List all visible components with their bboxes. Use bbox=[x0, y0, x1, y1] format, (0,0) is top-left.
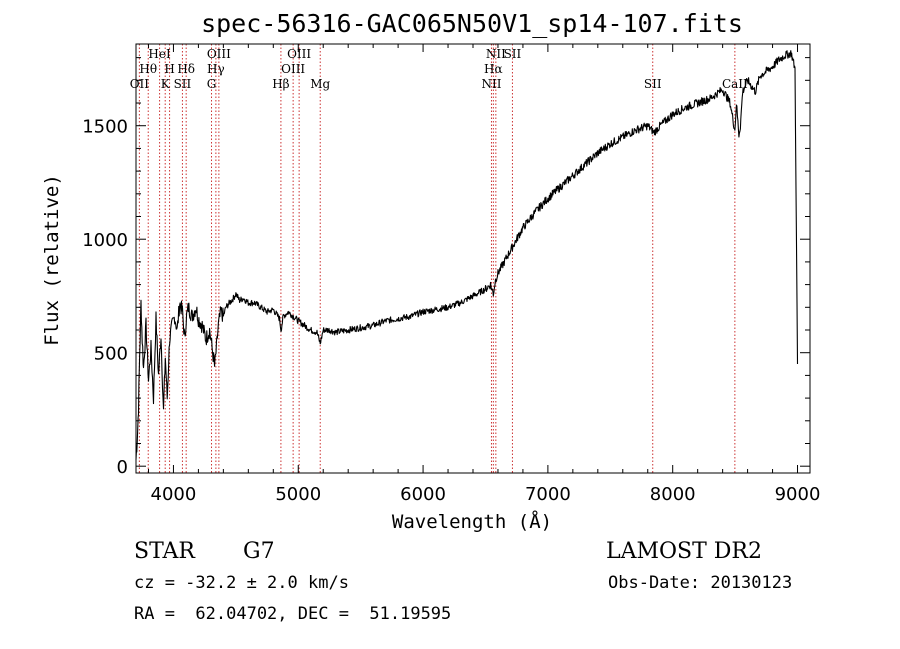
observation-date: Obs-Date: 20130123 bbox=[608, 573, 793, 593]
spectral-line-label: OIII bbox=[281, 62, 305, 76]
spectral-line-label: OII bbox=[130, 77, 150, 91]
spectral-subclass: G7 bbox=[243, 539, 275, 564]
spectral-line-markers bbox=[138, 44, 736, 473]
x-axis-label: Wavelength (Å) bbox=[392, 510, 552, 533]
plot-frame bbox=[135, 43, 811, 474]
spectral-line-label: NII bbox=[481, 77, 501, 91]
y-tick-label: 1500 bbox=[82, 117, 128, 138]
spectrum-line bbox=[135, 50, 799, 460]
spectral-line-label: K bbox=[161, 77, 171, 91]
x-tick-label: 9000 bbox=[775, 484, 821, 505]
spectral-line-label: Hδ bbox=[177, 62, 195, 76]
y-tick-label: 0 bbox=[117, 457, 128, 478]
x-tick-label: 6000 bbox=[400, 484, 446, 505]
spectral-line-label: HeI bbox=[148, 47, 171, 61]
spectral-line-label: SII bbox=[504, 47, 522, 61]
spectral-line-label: G bbox=[207, 77, 217, 91]
spectral-line-label: Hα bbox=[484, 62, 503, 76]
redshift-value: cz = -32.2 ± 2.0 km/s bbox=[134, 573, 349, 593]
chart-title: spec-56316-GAC065N50V1_sp14-107.fits bbox=[201, 9, 743, 38]
spectral-line-label: Hβ bbox=[272, 77, 289, 91]
spectral-line-label: Hγ bbox=[207, 62, 225, 76]
spectral-line-label: Mg bbox=[310, 77, 330, 91]
x-axis-ticks: 4000 5000 6000 7000 8000 9000 bbox=[147, 44, 821, 505]
spectral-line-label: CaII bbox=[722, 77, 748, 91]
y-axis-label: Flux (relative) bbox=[41, 174, 63, 346]
spectral-line-label: SII bbox=[644, 77, 662, 91]
survey-name: LAMOST DR2 bbox=[606, 539, 762, 564]
y-tick-label: 1000 bbox=[82, 230, 128, 251]
object-class: STAR bbox=[134, 539, 195, 564]
spectral-line-label: NII bbox=[486, 47, 506, 61]
spectral-line-label: OIII bbox=[287, 47, 311, 61]
spectral-line-label: Hθ bbox=[139, 62, 157, 76]
spectral-line-label: SII bbox=[174, 77, 192, 91]
coordinates: RA = 62.04702, DEC = 51.19595 bbox=[134, 604, 452, 624]
y-axis-ticks: 0 500 1000 1500 bbox=[82, 57, 810, 478]
x-tick-label: 7000 bbox=[525, 484, 571, 505]
y-tick-label: 500 bbox=[94, 344, 128, 365]
x-tick-label: 5000 bbox=[275, 484, 321, 505]
spectral-line-label: H bbox=[164, 62, 174, 76]
x-tick-label: 4000 bbox=[151, 484, 197, 505]
spectral-line-label: OIII bbox=[207, 47, 231, 61]
x-tick-label: 8000 bbox=[650, 484, 696, 505]
